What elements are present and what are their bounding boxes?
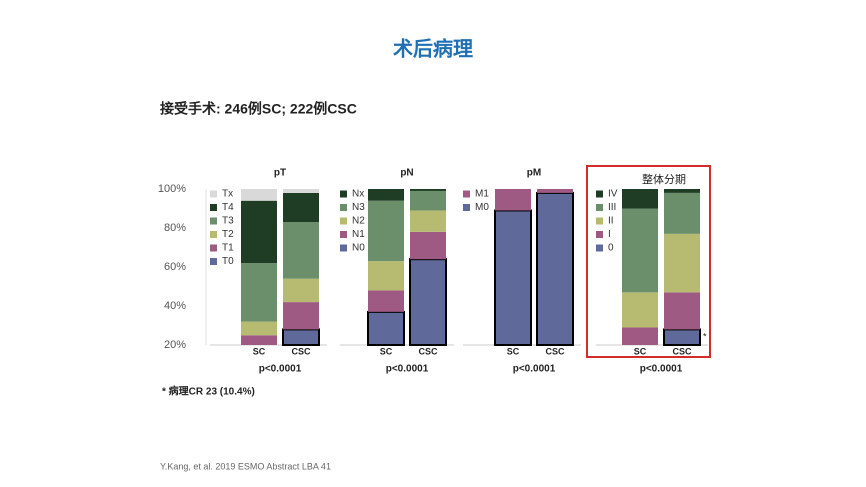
bar-segment	[241, 200, 277, 264]
p-value: p<0.0001	[259, 364, 302, 375]
bar-segment	[241, 189, 277, 201]
legend-swatch	[463, 190, 470, 198]
legend-swatch	[210, 244, 217, 252]
bar-segment	[283, 189, 319, 193]
legend-swatch	[340, 231, 347, 238]
x-tick-label: SC	[634, 346, 647, 356]
legend-swatch	[596, 244, 603, 252]
x-tick-label: CSC	[291, 346, 311, 356]
legend-label: T0	[222, 256, 234, 267]
legend-swatch	[596, 231, 603, 238]
y-tick-label: 60%	[164, 261, 186, 273]
p-value: p<0.0001	[386, 364, 429, 375]
chart-title: pM	[527, 168, 541, 179]
y-tick-label: 40%	[164, 300, 186, 312]
legend-label: IV	[608, 189, 618, 200]
bar-segment	[368, 200, 404, 262]
legend-swatch	[210, 231, 217, 238]
legend-label: N3	[352, 202, 365, 213]
x-tick-label: CSC	[672, 346, 692, 356]
note-marker: *	[703, 331, 707, 341]
bar-segment	[622, 292, 658, 328]
bar-segment	[367, 310, 405, 347]
y-tick-label: 80%	[164, 222, 186, 234]
slide-title: 术后病理	[393, 36, 473, 60]
bar-segment	[410, 189, 446, 191]
p-value: p<0.0001	[513, 364, 556, 375]
legend-label: Nx	[352, 189, 364, 200]
bar-segment	[622, 189, 658, 209]
bar-segment	[409, 258, 447, 347]
legend-swatch	[596, 217, 603, 225]
legend-label: N1	[352, 229, 365, 240]
chart-title: pN	[400, 168, 413, 179]
bar-segment	[368, 290, 404, 312]
bar-segment	[664, 233, 700, 293]
bar-segment	[368, 189, 404, 201]
bar-segment	[664, 192, 700, 234]
x-tick-label: SC	[253, 346, 266, 356]
chart-title: 整体分期	[642, 172, 686, 186]
bar-segment	[410, 190, 446, 211]
bar-segment	[241, 321, 277, 336]
bar-segment	[537, 189, 573, 193]
x-tick-label: CSC	[418, 346, 438, 356]
subtitle: 接受手术: 246例SC; 222例CSC	[160, 101, 357, 117]
bar-segment	[663, 328, 701, 346]
legend-label: N0	[352, 243, 365, 254]
legend-label: T1	[222, 243, 234, 254]
legend-swatch	[340, 204, 347, 211]
bar-segment	[536, 191, 574, 346]
legend-label: T2	[222, 229, 234, 240]
bar-segment	[283, 278, 319, 303]
x-tick-label: SC	[380, 346, 393, 356]
bar-segment	[664, 189, 700, 193]
chart-title: pT	[274, 168, 286, 179]
legend-label: N2	[352, 216, 365, 227]
bar-segment	[368, 261, 404, 291]
y-tick-label: 20%	[164, 339, 186, 351]
legend-label: 0	[608, 243, 614, 254]
legend-swatch	[340, 190, 347, 198]
x-tick-label: CSC	[545, 346, 565, 356]
bar-segment	[664, 292, 700, 330]
legend-label: I	[608, 229, 611, 240]
bar-segment	[241, 335, 277, 345]
legend-label: M0	[475, 202, 489, 213]
bar-segment	[622, 208, 658, 293]
legend-label: Tx	[222, 189, 233, 200]
legend-swatch	[340, 244, 347, 252]
highlight-box	[586, 165, 711, 358]
x-tick-label: SC	[507, 346, 520, 356]
legend-swatch	[210, 258, 217, 265]
legend-swatch	[210, 217, 217, 225]
legend-swatch	[340, 217, 347, 225]
legend-swatch	[596, 190, 603, 198]
citation: Y.Kang, et al. 2019 ESMO Abstract LBA 41	[160, 461, 331, 471]
legend-label: III	[608, 202, 616, 213]
p-value: p<0.0001	[640, 364, 683, 375]
bar-segment	[494, 209, 532, 346]
bar-segment	[282, 328, 320, 346]
bar-segment	[241, 263, 277, 322]
legend-swatch	[210, 190, 217, 198]
y-tick-label: 100%	[158, 183, 186, 195]
legend-label: T3	[222, 216, 234, 227]
bar-segment	[410, 210, 446, 232]
legend-label: M1	[475, 189, 489, 200]
legend-swatch	[463, 204, 470, 211]
legend-swatch	[210, 204, 217, 211]
legend-label: II	[608, 216, 614, 227]
bar-segment	[495, 189, 531, 211]
bar-segment	[283, 302, 319, 330]
bar-segment	[283, 222, 319, 279]
bar-segment	[410, 231, 446, 260]
legend-swatch	[596, 204, 603, 211]
legend-label: T4	[222, 202, 234, 213]
footnote: * 病理CR 23 (10.4%)	[162, 385, 255, 398]
bar-segment	[283, 192, 319, 223]
bar-segment	[622, 327, 658, 345]
